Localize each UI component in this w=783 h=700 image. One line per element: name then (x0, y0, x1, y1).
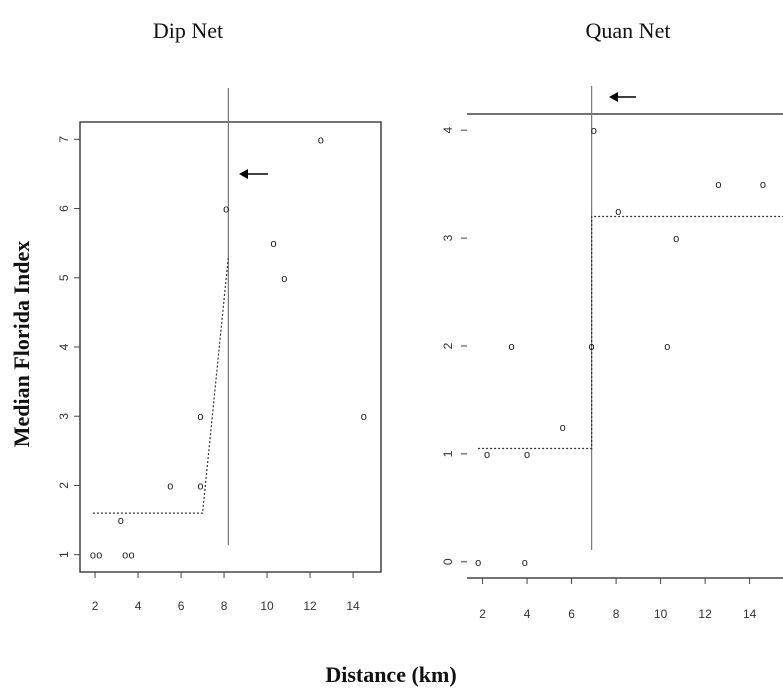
data-point: o (122, 550, 128, 562)
data-point: o (361, 411, 367, 423)
data-point: o (522, 557, 528, 569)
x-tick-label: 10 (654, 607, 668, 621)
y-tick-label: 0 (441, 558, 455, 565)
data-point: o (589, 341, 595, 353)
data-point: o (760, 179, 766, 191)
arrowhead-icon (239, 169, 248, 179)
x-tick-label: 2 (479, 607, 486, 621)
y-tick-label: 4 (441, 127, 455, 134)
x-tick-label: 4 (524, 607, 531, 621)
data-point: o (129, 550, 135, 562)
arrowhead-icon (609, 92, 618, 102)
x-tick-label: 10 (260, 599, 274, 613)
fitted-line (92, 256, 229, 514)
data-point: o (118, 515, 124, 527)
fitted-line (478, 215, 783, 450)
data-point: o (90, 550, 96, 562)
y-axis-title: Median Florida Index (9, 241, 34, 448)
y-tick-label: 4 (57, 343, 71, 350)
plot-frame (467, 113, 783, 579)
data-point: o (484, 449, 490, 461)
y-tick-label: 1 (441, 450, 455, 457)
data-point: o (615, 206, 621, 218)
data-point: o (197, 411, 203, 423)
x-tick-label: 8 (613, 607, 620, 621)
data-point: o (591, 125, 597, 137)
data-point: o (167, 480, 173, 492)
x-tick-label: 4 (135, 599, 142, 613)
y-tick-label: 6 (57, 205, 71, 212)
x-tick-label: 12 (698, 607, 712, 621)
y-tick-label: 7 (57, 136, 71, 143)
data-point: o (197, 480, 203, 492)
x-tick-label: 12 (303, 599, 317, 613)
data-point: o (475, 557, 481, 569)
y-tick-label: 1 (57, 551, 71, 558)
y-tick-label: 3 (57, 413, 71, 420)
data-point: o (318, 134, 324, 146)
data-point: o (223, 204, 229, 216)
plot-frame (79, 121, 382, 573)
panel-title: Dip Net (153, 18, 223, 43)
x-tick-label: 14 (743, 607, 757, 621)
x-tick-label: 14 (346, 599, 360, 613)
data-point: o (673, 233, 679, 245)
data-point: o (508, 341, 514, 353)
panel-title: Quan Net (586, 18, 671, 43)
x-tick-label: 2 (92, 599, 99, 613)
x-tick-label: 8 (221, 599, 228, 613)
data-point: o (664, 341, 670, 353)
data-point: o (96, 550, 102, 562)
y-tick-label: 5 (57, 274, 71, 281)
y-tick-label: 2 (57, 482, 71, 489)
y-tick-label: 3 (441, 234, 455, 241)
x-tick-label: 6 (568, 607, 575, 621)
data-point: o (560, 422, 566, 434)
data-point: o (715, 179, 721, 191)
data-point: o (270, 238, 276, 250)
y-tick-label: 2 (441, 342, 455, 349)
data-point: o (281, 273, 287, 285)
x-tick-label: 6 (178, 599, 185, 613)
data-point: o (524, 449, 530, 461)
x-axis-title: Distance (km) (325, 662, 456, 687)
